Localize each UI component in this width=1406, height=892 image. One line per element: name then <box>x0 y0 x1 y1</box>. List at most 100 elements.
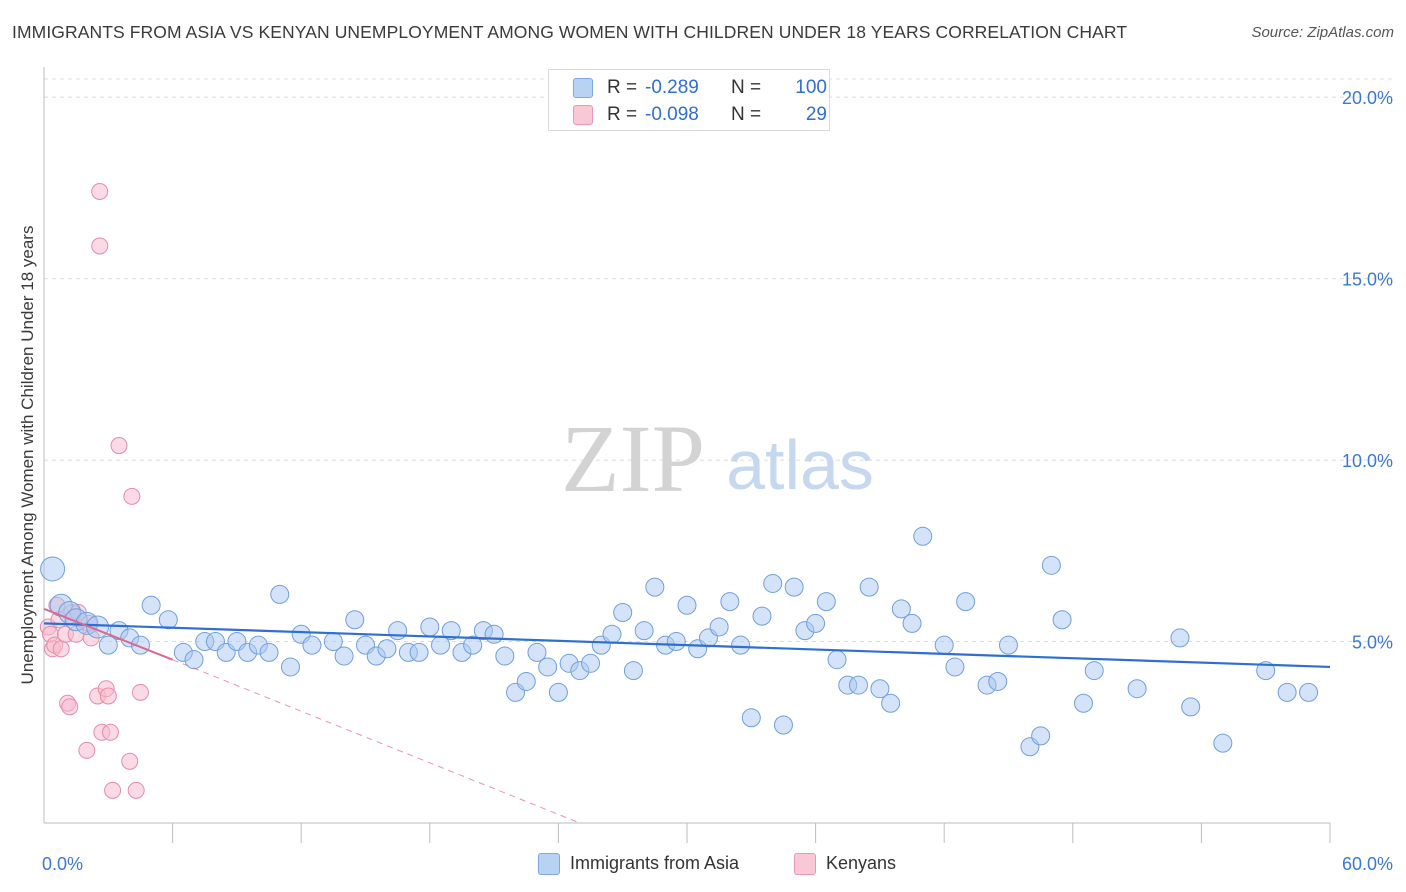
kenyans-point <box>99 687 117 705</box>
x-tick-label: 60.0% <box>1342 854 1393 874</box>
kenyans-trend-extension <box>172 659 581 824</box>
asia-point <box>988 671 1008 691</box>
asia-point <box>1031 726 1051 746</box>
asia-point <box>806 613 826 633</box>
asia-point <box>859 577 879 597</box>
correlation-legend: R = -0.289 N = 100 R = -0.098 N = 29 <box>548 69 830 131</box>
asia-point <box>1213 733 1233 753</box>
asia-point <box>1256 661 1276 681</box>
kenyans-point <box>52 640 70 658</box>
asia-point <box>1299 682 1319 702</box>
asia-point <box>463 635 483 655</box>
asia-point <box>1052 610 1072 630</box>
asia-point <box>773 715 793 735</box>
asia-point <box>40 556 66 582</box>
legend-n-value: 100 <box>795 77 827 98</box>
asia-point <box>752 606 772 626</box>
legend-swatch-pink <box>794 853 816 875</box>
asia-point <box>1277 682 1297 702</box>
asia-point <box>1084 661 1104 681</box>
kenyans-trend-line <box>43 607 173 661</box>
legend-swatch-blue <box>538 853 560 875</box>
asia-point <box>270 584 290 604</box>
asia-point <box>158 610 178 630</box>
asia-point <box>999 635 1018 655</box>
y-tick-label: 10.0% <box>1342 451 1393 471</box>
asia-point <box>784 577 804 597</box>
legend-swatch-pink <box>573 105 593 125</box>
asia-point <box>1127 679 1147 699</box>
asia-point <box>763 573 783 593</box>
legend-n-value: 29 <box>805 104 827 125</box>
asia-point <box>891 599 911 619</box>
asia-point <box>259 642 279 662</box>
asia-point <box>848 675 868 695</box>
asia-point <box>666 632 686 652</box>
kenyans-point <box>101 723 119 741</box>
asia-point <box>516 671 536 691</box>
asia-point <box>881 693 901 713</box>
asia-point <box>334 646 354 666</box>
chart-source: Source: ZipAtlas.com <box>1251 24 1394 41</box>
asia-point <box>677 595 697 615</box>
asia-point <box>913 526 933 546</box>
asia-point <box>345 610 365 630</box>
legend-label-asia: Immigrants from Asia <box>570 853 740 873</box>
asia-point <box>98 635 118 655</box>
kenyans-point <box>123 487 141 505</box>
asia-point <box>902 613 922 633</box>
legend-r-value: -0.098 <box>645 104 699 125</box>
asia-point <box>484 624 504 644</box>
asia-point <box>538 657 558 677</box>
asia-point <box>827 650 847 670</box>
asia-point <box>1170 628 1190 648</box>
asia-point <box>720 592 740 612</box>
asia-point <box>634 621 654 641</box>
asia-point <box>956 592 976 612</box>
asia-point <box>581 653 601 673</box>
asia-point <box>816 592 836 612</box>
kenyans-point <box>131 683 149 701</box>
asia-point <box>1074 693 1094 713</box>
x-tick-label: 0.0% <box>42 854 83 874</box>
asia-point <box>870 679 890 699</box>
asia-trend-line <box>43 622 1331 669</box>
asia-point <box>645 577 665 597</box>
kenyans-point <box>91 237 109 255</box>
asia-point <box>731 635 751 655</box>
kenyans-point <box>104 781 122 799</box>
asia-point <box>377 639 397 659</box>
asia-point <box>945 657 965 677</box>
chart-title: IMMIGRANTS FROM ASIA VS KENYAN UNEMPLOYM… <box>12 22 1128 42</box>
trend-lines <box>43 607 1331 824</box>
kenyans-point <box>110 437 128 455</box>
axes <box>43 67 1331 843</box>
asia-point <box>934 635 954 655</box>
asia-point <box>1041 555 1061 575</box>
legend-n-label: N = <box>731 104 762 125</box>
asia-point <box>388 621 408 641</box>
asia-point <box>709 617 729 637</box>
asia-point <box>613 603 633 623</box>
asia-point <box>409 642 429 662</box>
kenyans-point <box>121 752 139 770</box>
asia-point <box>1181 697 1201 717</box>
kenyans-point <box>78 741 96 759</box>
asia-point <box>280 657 300 677</box>
y-tick-label: 20.0% <box>1342 88 1393 108</box>
legend-r-value: -0.289 <box>645 77 699 98</box>
asia-point <box>602 624 622 644</box>
legend-label-kenyans: Kenyans <box>826 853 897 873</box>
asia-point <box>302 635 322 655</box>
kenyans-points <box>39 183 149 799</box>
asia-point <box>623 661 643 681</box>
legend-n-label: N = <box>731 77 762 98</box>
grid-lines <box>44 78 1395 643</box>
asia-point <box>141 595 161 615</box>
y-tick-label: 5.0% <box>1352 633 1393 653</box>
watermark-atlas: atlas <box>726 426 874 504</box>
asia-point <box>741 708 761 728</box>
asia-point <box>495 646 515 666</box>
asia-points <box>40 526 1319 757</box>
